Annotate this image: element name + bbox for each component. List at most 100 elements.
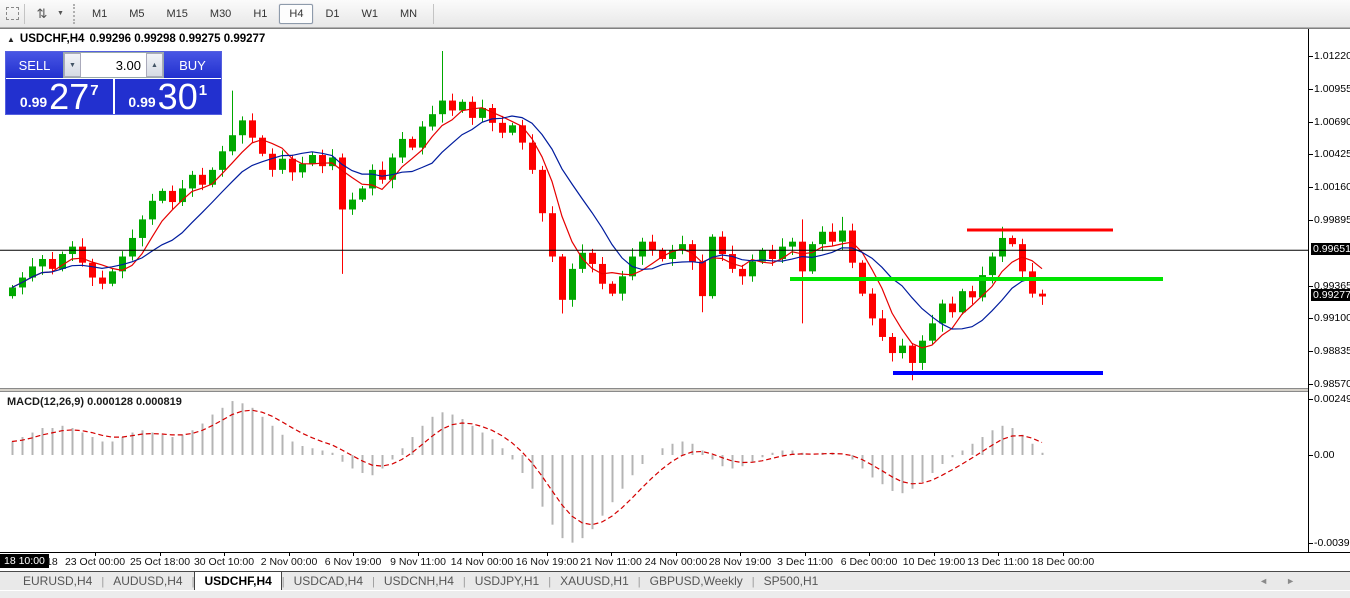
new-order-dropdown-icon[interactable]: ▼ (57, 10, 64, 17)
time-axis-label: 28 Nov 19:00 (708, 556, 772, 568)
tab-usdcad[interactable]: USDCAD,H4 (293, 574, 363, 588)
price-axis-label: 0.99895 (1314, 214, 1350, 226)
candle-body (1039, 293, 1046, 297)
panel-splitter[interactable] (0, 388, 1350, 392)
candle-body (409, 138, 416, 148)
tab-usdcnh[interactable]: USDCNH,H4 (383, 574, 454, 588)
candle-body (969, 291, 976, 298)
candle-body (369, 169, 376, 189)
price-axis-tick-mark (1309, 351, 1313, 352)
timeframe-button-m15[interactable]: M15 (166, 7, 188, 20)
volume-field[interactable]: 3.00 (115, 57, 141, 73)
candle-body (739, 268, 746, 277)
selection-tool-icon[interactable] (6, 7, 19, 20)
macd-indicator-label: MACD(12,26,9) 0.000128 0.000819 (7, 396, 182, 408)
timeframe-button-w1[interactable]: W1 (361, 7, 379, 20)
volume-spinner: ▼ 3.00 ▲ (63, 52, 164, 78)
bid-price-display[interactable]: 0.99 27 7 (6, 78, 115, 114)
timeframe-button-group: M1 M5 M15 M30 H1 H4 D1 W1 MN (81, 3, 428, 24)
macd-axis-tick-mark (1309, 455, 1313, 456)
candle-body (919, 340, 926, 363)
toolbar-drag-handle[interactable] (72, 3, 75, 24)
macd-axis-tick-mark (1309, 399, 1313, 400)
macd-axis-label: 0.002492 (1314, 393, 1350, 405)
candle-body (529, 142, 536, 170)
candle-body (459, 101, 466, 111)
buy-button[interactable]: BUY (164, 52, 221, 78)
candle-body (339, 157, 346, 210)
timeframe-button-m30[interactable]: M30 (209, 7, 232, 20)
candle-body (839, 230, 846, 242)
candle-body (179, 188, 186, 203)
tab-sp500[interactable]: SP500,H1 (763, 574, 819, 588)
tab-scroll-left-icon[interactable]: ◄ (1259, 576, 1269, 586)
toolbar: ⇅ ▼ M1 M5 M15 M30 H1 H4 D1 W1 MN (0, 0, 1350, 28)
candle-body (219, 151, 226, 170)
candle-body (209, 169, 216, 185)
candle-body (509, 125, 516, 133)
candle-body (499, 122, 506, 133)
price-axis-label: 1.00955 (1314, 83, 1350, 95)
one-click-collapse-icon[interactable]: ▲ (7, 34, 15, 44)
tab-eurusd[interactable]: EURUSD,H4 (23, 574, 93, 588)
candle-body (819, 231, 826, 245)
new-order-icon[interactable]: ⇅ (36, 5, 48, 21)
price-axis-label: 0.99100 (1314, 312, 1350, 324)
price-chart[interactable] (0, 29, 1308, 389)
price-axis[interactable]: 1.01220 1.00955 1.00690 1.00425 1.00160 0.998… (1308, 29, 1350, 552)
candle-body (879, 318, 886, 337)
tab-audusd[interactable]: AUDUSD,H4 (113, 574, 183, 588)
macd-axis-tick-mark (1309, 543, 1313, 544)
timeframe-button-h1[interactable]: H1 (253, 7, 268, 20)
time-axis-label: 25 Oct 18:00 (129, 556, 191, 568)
candle-body (39, 258, 46, 267)
candle-body (849, 230, 856, 263)
chart-title: ▲ USDCHF,H4 0.99296 0.99298 0.99275 0.99… (7, 33, 265, 45)
crosshair-time-box: 18 10:00 (0, 554, 49, 568)
price-axis-label: 0.98570 (1314, 378, 1350, 390)
candle-body (719, 236, 726, 255)
macd-indicator-chart[interactable] (0, 392, 1308, 552)
sell-button[interactable]: SELL (6, 52, 63, 78)
time-axis-tick-mark (547, 553, 548, 556)
tab-gbpusd[interactable]: GBPUSD,Weekly (649, 574, 743, 588)
tab-xauusd[interactable]: XAUUSD,H1 (560, 574, 629, 588)
candle-body (709, 236, 716, 297)
candle-body (79, 246, 86, 263)
tab-separator: | (372, 576, 375, 588)
timeframe-button-mn[interactable]: MN (400, 7, 418, 20)
price-axis-highlight-label: 0.99277 (1311, 289, 1350, 301)
ask-price-display[interactable]: 0.99 30 1 (115, 78, 222, 114)
tab-usdjpy[interactable]: USDJPY,H1 (474, 574, 540, 588)
candle-body (189, 174, 196, 189)
timeframe-button-m5[interactable]: M5 (129, 7, 145, 20)
candle-body (729, 254, 736, 269)
time-axis-label: 13 Dec 11:00 (967, 556, 1029, 568)
time-axis-label: 18 (46, 556, 58, 568)
candle-body (679, 244, 686, 251)
price-axis-label: 1.00690 (1314, 116, 1350, 128)
time-axis-label: 16 Nov 19:00 (515, 556, 579, 568)
price-axis-label: 1.01220 (1314, 50, 1350, 62)
price-axis-tick-mark (1309, 56, 1313, 57)
candle-body (139, 219, 146, 238)
candle-body (559, 256, 566, 300)
price-axis-tick-mark (1309, 384, 1313, 385)
status-bar (0, 590, 1350, 598)
tab-scroll-right-icon[interactable]: ► (1286, 576, 1295, 586)
one-click-trading-panel: SELL ▼ 3.00 ▲ BUY 0.99 27 7 0.99 30 1 (5, 51, 222, 115)
volume-decrease-icon[interactable]: ▼ (64, 53, 81, 77)
timeframe-button-d1[interactable]: D1 (325, 7, 340, 20)
volume-increase-icon[interactable]: ▲ (146, 53, 163, 77)
timeframe-button-h4[interactable]: H4 (279, 3, 314, 24)
candle-body (99, 277, 106, 284)
macd-axis-label: 0.00 (1314, 449, 1335, 461)
tab-separator: | (191, 576, 195, 588)
time-axis[interactable]: 18 10:00 18 23 Oct 00:00 25 Oct 18:00 30 Oct… (0, 552, 1350, 572)
candle-body (49, 258, 56, 269)
candle-body (309, 155, 316, 164)
timeframe-button-m1[interactable]: M1 (91, 7, 108, 20)
candle-body (429, 114, 436, 127)
tab-usdchf[interactable]: USDCHF,H4 (194, 571, 282, 590)
price-axis-tick-mark (1309, 220, 1313, 221)
